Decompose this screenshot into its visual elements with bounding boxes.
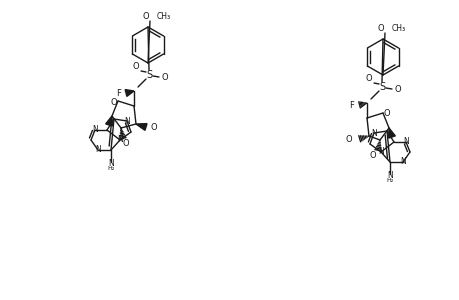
Text: O: O [111, 98, 117, 106]
Text: N: N [399, 158, 405, 166]
Text: O: O [377, 23, 383, 32]
Polygon shape [125, 90, 134, 96]
Text: N: N [124, 116, 129, 125]
Text: O: O [394, 85, 400, 94]
Text: CH₃: CH₃ [157, 11, 171, 20]
Text: O: O [161, 73, 168, 82]
Polygon shape [388, 128, 394, 138]
Text: O: O [142, 11, 149, 20]
Text: N: N [92, 125, 98, 134]
Text: N: N [402, 137, 408, 146]
Polygon shape [136, 124, 147, 130]
Polygon shape [106, 116, 112, 126]
Text: O: O [369, 151, 375, 160]
Text: N: N [95, 146, 101, 154]
Text: H₂: H₂ [107, 167, 114, 172]
Text: O: O [365, 74, 371, 82]
Text: F: F [116, 88, 121, 98]
Text: N: N [386, 170, 392, 179]
Text: N: N [370, 128, 376, 137]
Text: H₂: H₂ [386, 178, 393, 184]
Text: S: S [146, 70, 152, 80]
Text: CH₃: CH₃ [391, 23, 405, 32]
Text: O: O [123, 139, 129, 148]
Text: N: N [377, 148, 383, 157]
Text: N: N [117, 136, 123, 145]
Text: O: O [345, 134, 352, 143]
Text: F: F [349, 100, 354, 109]
Text: O: O [151, 122, 157, 131]
Text: O: O [132, 61, 139, 70]
Text: S: S [378, 82, 384, 92]
Text: N: N [108, 158, 114, 167]
Text: O: O [383, 110, 390, 118]
